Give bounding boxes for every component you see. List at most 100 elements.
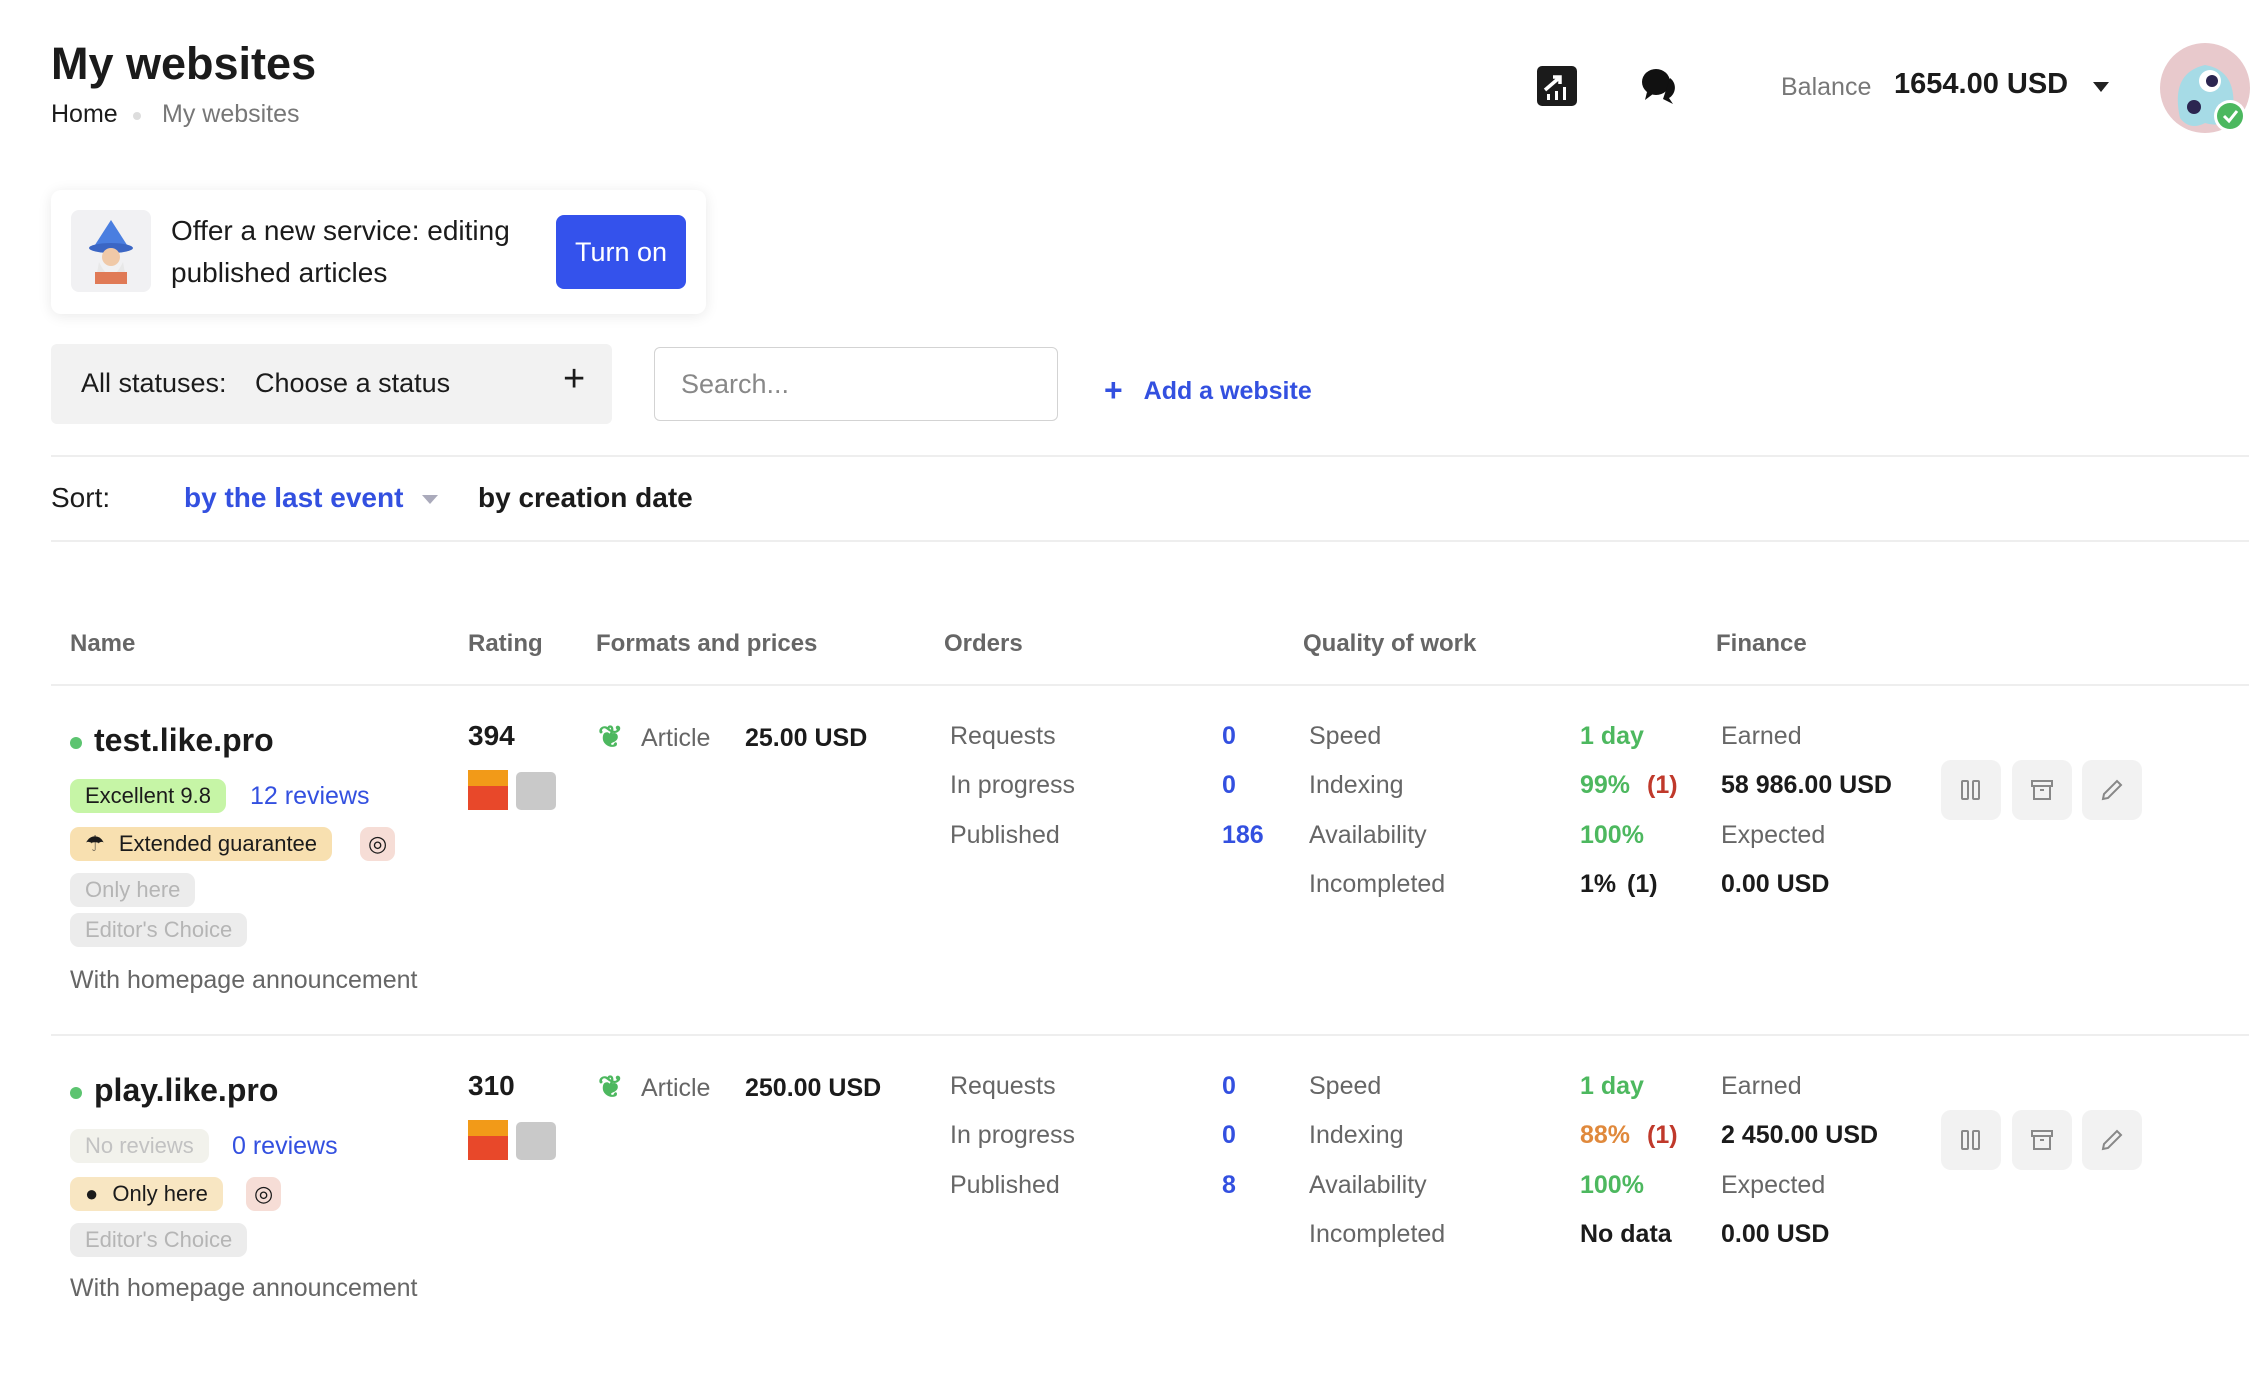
incompleted-value: No data xyxy=(1580,1220,1672,1248)
sort-label: Sort: xyxy=(51,482,111,513)
rating-value: 310 xyxy=(468,1070,515,1101)
column-header-quality: Quality of work xyxy=(1303,630,1477,657)
orders-label: In progress xyxy=(950,1121,1076,1149)
quality-label: Indexing xyxy=(1309,771,1404,799)
reviews-link[interactable]: 12 reviews xyxy=(250,782,370,810)
edit-button[interactable] xyxy=(2082,760,2142,820)
table-row: test.like.pro Excellent 9.8 12 reviews ☂… xyxy=(0,684,2266,1034)
expected-label: Expected xyxy=(1721,1171,1826,1199)
earned-label: Earned xyxy=(1721,1072,1802,1100)
balance-dropdown-icon[interactable] xyxy=(2093,82,2109,92)
rating-value: 394 xyxy=(468,720,515,751)
only-here-badge: ● Only here xyxy=(70,1177,223,1211)
orders-label: In progress xyxy=(950,771,1076,799)
quality-label: Incompleted xyxy=(1309,1220,1446,1248)
expected-value: 0.00 USD xyxy=(1721,1220,1830,1248)
add-website-button[interactable]: + Add a website xyxy=(1104,372,1312,408)
wizard-illustration-icon xyxy=(71,210,151,292)
in-progress-count[interactable]: 0 xyxy=(1222,771,1236,799)
format-price: 250.00 USD xyxy=(745,1074,882,1102)
analytics-icon xyxy=(468,770,508,810)
announcement-text: With homepage announcement xyxy=(70,1274,418,1302)
indexing-value: 99% xyxy=(1580,771,1631,799)
quality-label: Availability xyxy=(1309,1171,1427,1199)
promo-banner: Offer a new service: editing published a… xyxy=(51,190,706,314)
orders-label: Published xyxy=(950,1171,1060,1199)
incompleted-value: 1% xyxy=(1580,870,1617,898)
published-count[interactable]: 8 xyxy=(1222,1171,1236,1199)
orders-label: Requests xyxy=(950,1072,1056,1100)
pencil-icon xyxy=(2101,1129,2123,1151)
quality-label: Speed xyxy=(1309,1072,1382,1100)
pause-icon xyxy=(1961,780,1980,800)
requests-count[interactable]: 0 xyxy=(1222,722,1236,750)
avatar[interactable] xyxy=(2160,43,2250,133)
expected-label: Expected xyxy=(1721,821,1826,849)
pause-button[interactable] xyxy=(1941,1110,2001,1170)
published-count[interactable]: 186 xyxy=(1222,821,1264,849)
statistics-icon[interactable] xyxy=(1537,66,1577,106)
promo-text: Offer a new service: editing published a… xyxy=(171,215,510,288)
status-dot xyxy=(70,1087,82,1099)
indexing-issues[interactable]: (1) xyxy=(1647,1121,1678,1149)
earned-value: 58 986.00 USD xyxy=(1721,771,1892,799)
feather-icon: ❦ xyxy=(598,721,624,754)
pause-button[interactable] xyxy=(1941,760,2001,820)
format-price: 25.00 USD xyxy=(745,724,868,752)
availability-value: 100% xyxy=(1580,1171,1644,1199)
divider xyxy=(51,1034,2249,1036)
in-progress-count[interactable]: 0 xyxy=(1222,1121,1236,1149)
incompleted-count[interactable]: (1) xyxy=(1627,870,1658,898)
requests-count[interactable]: 0 xyxy=(1222,1072,1236,1100)
archive-icon xyxy=(2031,780,2053,800)
sort-dropdown-icon[interactable] xyxy=(422,495,438,504)
announcement-text: With homepage announcement xyxy=(70,966,418,994)
website-name[interactable]: play.like.pro xyxy=(94,1072,279,1108)
webmaster-tools-icon xyxy=(516,772,556,810)
speed-value: 1 day xyxy=(1580,722,1644,750)
balance-value[interactable]: 1654.00 USD xyxy=(1894,68,2069,100)
editors-choice-badge: Editor's Choice xyxy=(70,1223,248,1257)
status-dot xyxy=(70,737,82,749)
chat-icon[interactable] xyxy=(1639,66,1679,106)
status-filter-label: All statuses: xyxy=(81,368,227,398)
guarantee-badge: ☂ Extended guarantee xyxy=(70,827,333,861)
plus-icon: + xyxy=(563,358,586,400)
pencil-icon xyxy=(2101,779,2123,801)
column-header-finance: Finance xyxy=(1716,630,1807,657)
indexing-issues[interactable]: (1) xyxy=(1647,771,1678,799)
rating-badge: Excellent 9.8 xyxy=(70,779,226,813)
format-label: Article xyxy=(641,1074,711,1102)
pause-icon xyxy=(1961,1130,1980,1150)
earned-value: 2 450.00 USD xyxy=(1721,1121,1879,1149)
sort-by-last-event[interactable]: by the last event xyxy=(184,482,404,513)
reviews-link[interactable]: 0 reviews xyxy=(232,1132,338,1160)
breadcrumb-current: My websites xyxy=(162,100,300,128)
archive-icon xyxy=(2031,1130,2053,1150)
turn-on-button[interactable]: Turn on xyxy=(556,215,686,289)
website-name[interactable]: test.like.pro xyxy=(94,722,274,758)
archive-button[interactable] xyxy=(2012,1110,2072,1170)
search-input[interactable] xyxy=(654,347,1058,421)
earned-label: Earned xyxy=(1721,722,1802,750)
breadcrumb-home[interactable]: Home xyxy=(51,100,118,128)
divider xyxy=(51,684,2249,686)
only-here-badge: Only here xyxy=(70,873,196,907)
umbrella-icon: ☂ xyxy=(85,831,105,856)
archive-button[interactable] xyxy=(2012,760,2072,820)
webmaster-tools-icon xyxy=(516,1122,556,1160)
editors-choice-badge: Editor's Choice xyxy=(70,913,248,947)
feather-icon: ❦ xyxy=(598,1071,624,1104)
status-filter[interactable]: All statuses: Choose a status + xyxy=(51,344,612,424)
divider xyxy=(51,540,2249,542)
edit-button[interactable] xyxy=(2082,1110,2142,1170)
column-header-orders: Orders xyxy=(944,630,1023,657)
breadcrumb-separator xyxy=(133,112,141,120)
sort-by-creation-date[interactable]: by creation date xyxy=(478,482,693,513)
balance-label: Balance xyxy=(1781,73,1872,101)
rating-badge: No reviews xyxy=(70,1129,209,1163)
target-icon: ◎ xyxy=(360,827,396,861)
column-header-formats: Formats and prices xyxy=(596,630,818,657)
availability-value: 100% xyxy=(1580,821,1644,849)
orders-label: Published xyxy=(950,821,1060,849)
